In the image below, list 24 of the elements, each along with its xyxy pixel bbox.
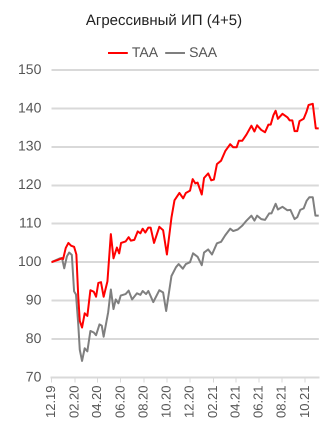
legend-label: TAA [132, 44, 159, 60]
y-tick-label: 110 [19, 214, 42, 231]
legend-label: SAA [189, 44, 218, 60]
y-tick-label: 120 [18, 176, 42, 192]
x-tick-label: 10.21 [296, 385, 312, 418]
y-tick-label: 150 [18, 60, 42, 77]
y-tick-label: 80 [26, 330, 42, 346]
x-tick-label: 12.20 [182, 385, 197, 418]
y-tick-label: 90 [26, 291, 42, 308]
y-tick-label: 130 [18, 138, 42, 154]
x-tick-label: 06.20 [112, 385, 128, 418]
x-tick-label: 08.21 [274, 385, 289, 418]
x-tick-label: 02.20 [66, 385, 82, 418]
chart-title: Агрессивный ИП (4+5) [86, 12, 242, 30]
x-tick-label: 04.21 [227, 385, 242, 418]
x-tick-label: 10.20 [158, 385, 174, 418]
y-tick-label: 100 [18, 253, 42, 270]
x-tick-label: 06.21 [250, 385, 266, 418]
y-tick-label: 70 [26, 368, 42, 384]
x-tick-label: 02.21 [205, 385, 220, 418]
x-tick-label: 12.19 [42, 385, 58, 418]
y-tick-label: 140 [18, 99, 42, 116]
x-tick-label: 08.20 [135, 385, 150, 418]
x-tick-label: 04.20 [89, 385, 104, 418]
